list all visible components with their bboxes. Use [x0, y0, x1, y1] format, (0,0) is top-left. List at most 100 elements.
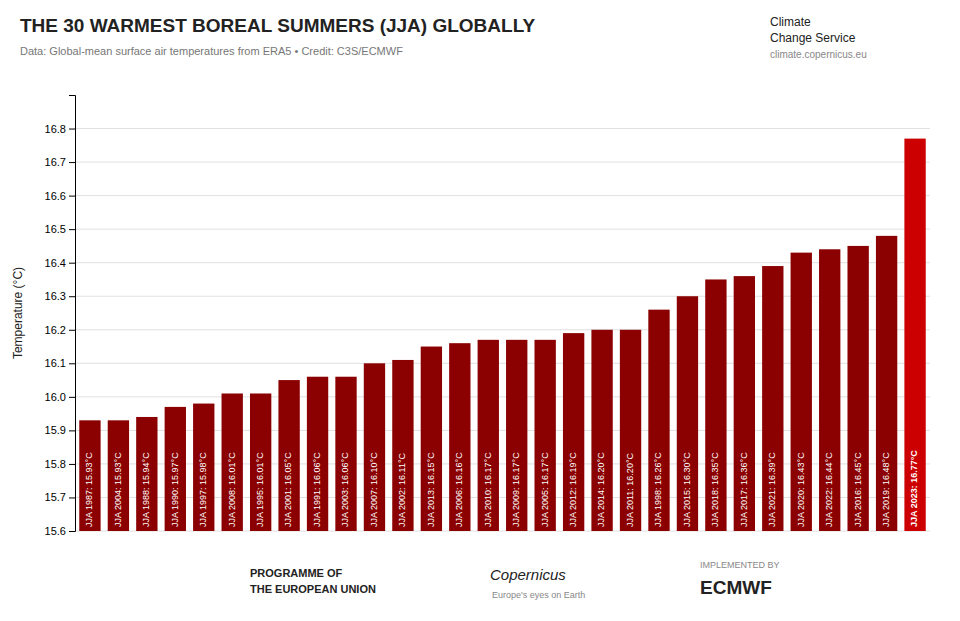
data-label: JJA 2001: 16.05°C [283, 452, 293, 527]
bar [819, 249, 840, 531]
data-label: JJA 2017: 16.36°C [739, 452, 749, 527]
data-label: JJA 2005: 16.17°C [540, 452, 550, 527]
tick: 16.7 [45, 156, 75, 168]
bar [421, 347, 442, 531]
data-label: JJA 1988: 15.94°C [141, 452, 151, 527]
bar [648, 310, 669, 531]
tick: 16.4 [45, 257, 75, 269]
bar [734, 276, 755, 531]
data-label: JJA 2019: 16.48°C [881, 452, 891, 527]
tick-label: 16.7 [45, 156, 66, 168]
tick-mark [69, 363, 75, 364]
data-label: JJA 1998: 16.26°C [653, 452, 663, 527]
bar [677, 296, 698, 531]
tick: 16.5 [45, 223, 75, 235]
bar [535, 340, 556, 531]
data-label: JJA 2020: 16.43°C [796, 452, 806, 527]
tick-label: 16.1 [45, 357, 66, 369]
tick-label: 16.3 [45, 290, 66, 302]
tick-label: 15.7 [45, 491, 66, 503]
grid [75, 129, 930, 531]
data-label: JJA 1990: 15.97°C [170, 452, 180, 527]
tick: 16.8 [45, 123, 75, 135]
grid-line [75, 195, 930, 196]
annotation: THE EUROPEAN UNION [250, 583, 376, 595]
tick-mark [69, 196, 75, 197]
data-labels: JJA 1987: 15.93°CJJA 2004: 15.93°CJJA 19… [84, 450, 919, 527]
data-label: JJA 1995: 16.01°C [255, 452, 265, 527]
tick-mark [69, 497, 75, 498]
tick: 16.3 [45, 290, 75, 302]
tick-mark [69, 229, 75, 230]
data-label: JJA 2018: 16.35°C [710, 452, 720, 527]
bar [478, 340, 499, 531]
bar [876, 236, 897, 531]
tick-label: 15.9 [45, 424, 66, 436]
tick-label: 15.8 [45, 458, 66, 470]
bar [79, 420, 100, 531]
tick-label: 15.6 [45, 525, 66, 537]
bar [563, 333, 584, 531]
data-label: JJA 2021: 16.39°C [767, 452, 777, 527]
chart-svg: THE 30 WARMEST BOREAL SUMMERS (JJA) GLOB… [0, 0, 960, 621]
annotation: Climate [770, 15, 811, 29]
data-label: JJA 1991: 16.06°C [312, 452, 322, 527]
tick-mark [69, 330, 75, 331]
tick-mark [69, 162, 75, 163]
bar [364, 363, 385, 531]
tick: 15.8 [45, 458, 75, 470]
tick-label: 16.2 [45, 324, 66, 336]
tick-mark [69, 397, 75, 398]
bar [165, 407, 186, 531]
data-label: JJA 2013: 16.15°C [426, 452, 436, 527]
bar [591, 330, 612, 531]
data-label: JJA 2022: 16.44°C [824, 452, 834, 527]
tick-mark [69, 464, 75, 465]
data-label: JJA 2008: 16.01°C [227, 452, 237, 527]
annotation: IMPLEMENTED BY [700, 560, 780, 570]
data-label: JJA 2002: 16.11°C [397, 453, 407, 527]
bar [506, 340, 527, 531]
bar [620, 330, 641, 531]
tick: 15.6 [45, 525, 75, 537]
bars [79, 139, 925, 531]
bar [705, 279, 726, 531]
tick: 15.7 [45, 491, 75, 503]
data-label: JJA 2014: 16.20°C [596, 452, 606, 527]
data-label: JJA 2015: 16.30°C [682, 452, 692, 527]
grid-line [75, 128, 930, 129]
tick-label: 16.8 [45, 123, 66, 135]
data-label: JJA 2023: 16.77°C [909, 450, 919, 527]
bar [847, 246, 868, 531]
subtitle: Data: Global-mean surface air temperatur… [20, 45, 403, 57]
bar [791, 253, 812, 531]
tick-label: 16.5 [45, 223, 66, 235]
tick: 16.1 [45, 357, 75, 369]
data-label: JJA 1987: 15.93°C [84, 452, 94, 527]
plot-area: 15.615.715.815.916.016.116.216.316.416.5… [45, 96, 930, 538]
grid-line [75, 229, 930, 230]
tick: 15.9 [45, 424, 75, 436]
tick-label: 16.4 [45, 257, 66, 269]
data-label: JJA 1997: 15.98°C [198, 452, 208, 527]
data-label: JJA 2010: 16.17°C [483, 452, 493, 527]
annotation: Change Service [770, 31, 856, 45]
tick-mark [69, 430, 75, 431]
bar [904, 139, 925, 531]
tick-mark [69, 129, 75, 130]
y-axis: 15.615.715.815.916.016.116.216.316.416.5… [45, 96, 76, 538]
annotation: Copernicus [490, 566, 566, 583]
bar [222, 393, 243, 531]
tick-label: 16.6 [45, 190, 66, 202]
data-label: JJA 2012: 16.19°C [568, 452, 578, 527]
tick-mark [69, 296, 75, 297]
annotation: Europe's eyes on Earth [492, 590, 585, 600]
y-axis-title: Temperature (°C) [11, 267, 25, 359]
grid-line [75, 162, 930, 163]
bar [278, 380, 299, 531]
tick: 16.6 [45, 190, 75, 202]
annotation: climate.copernicus.eu [770, 49, 867, 60]
bar [136, 417, 157, 531]
data-label: JJA 2007: 16.10°C [369, 452, 379, 527]
data-label: JJA 2003: 16.06°C [340, 452, 350, 527]
